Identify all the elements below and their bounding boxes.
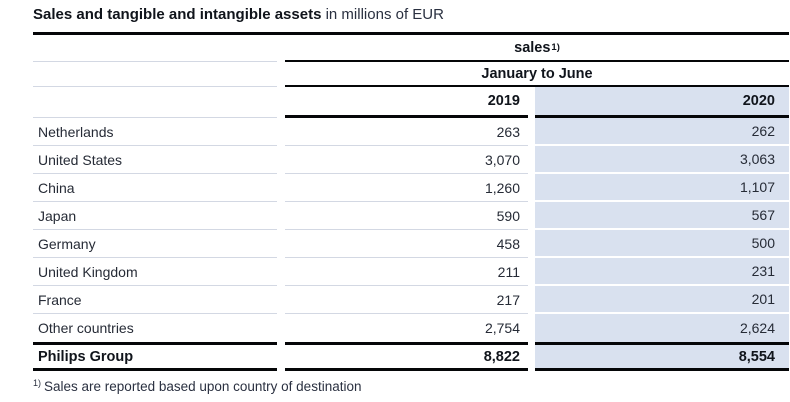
column-gap [277, 174, 285, 202]
column-gap [528, 286, 535, 314]
column-gap [277, 258, 285, 286]
row-label: Japan [33, 202, 277, 230]
table-title-unit: in millions of EUR [321, 6, 444, 23]
column-gap [528, 342, 535, 371]
value-2019: 1,260 [285, 174, 528, 202]
header-empty-cell [33, 35, 277, 62]
column-gap [528, 146, 535, 174]
row-label: United Kingdom [33, 258, 277, 286]
value-2020: 262 [535, 118, 789, 146]
table-row: Other countries 2,754 2,624 [33, 314, 789, 342]
column-gap [528, 202, 535, 230]
value-2019: 2,754 [484, 320, 520, 336]
value-2020: 1,107 [535, 174, 789, 202]
value-2020: 201 [535, 286, 789, 314]
column-gap [277, 202, 285, 230]
table-total-row: Philips Group 8,822 8,554 [33, 342, 789, 371]
table-row: Germany 458 500 [33, 230, 789, 258]
column-header-2020: 2020 [535, 87, 789, 118]
column-gap [528, 118, 535, 146]
column-gap [528, 174, 535, 202]
value-2019: 458 [285, 230, 528, 258]
row-label: China [33, 174, 277, 202]
table-row: Netherlands 263 262 [33, 118, 789, 146]
footnote: 1) Sales are reported based upon country … [33, 377, 789, 394]
table-row: United Kingdom 211 231 [33, 258, 789, 286]
header-empty-cell [33, 87, 277, 118]
column-group-header-label: sales [514, 39, 551, 56]
column-group-header: sales 1) [285, 35, 789, 62]
row-label: United States [33, 146, 277, 174]
value-2019: 3,070 [285, 146, 528, 174]
value-2019: 217 [285, 286, 528, 314]
report-page: Sales and tangible and intangible assets… [33, 5, 789, 394]
column-gap [277, 314, 285, 342]
total-value-2020: 8,554 [535, 342, 789, 371]
column-gap [277, 87, 285, 118]
column-gap [528, 87, 535, 118]
value-2020: 231 [535, 258, 789, 286]
column-gap [528, 230, 535, 258]
column-gap [528, 258, 535, 286]
table-header-period-row: January to June [33, 62, 789, 87]
table-title-main: Sales and tangible and intangible assets [33, 6, 322, 23]
column-gap [277, 62, 285, 87]
header-empty-cell [33, 62, 277, 87]
sales-by-geography-table: sales 1) January to June 2019 2020 Nether… [33, 35, 789, 371]
value-2020: 567 [535, 202, 789, 230]
table-row: China 1,260 1,107 [33, 174, 789, 202]
table-header-group-row: sales 1) [33, 35, 789, 62]
column-gap [277, 146, 285, 174]
value-2020: 500 [535, 230, 789, 258]
total-row-label: Philips Group [33, 342, 277, 371]
value-2020: 3,063 [535, 146, 789, 174]
row-label: Germany [33, 230, 277, 258]
value-2020: 2,624 [535, 314, 789, 342]
column-gap [277, 35, 285, 62]
column-gap [277, 286, 285, 314]
title-rule [33, 32, 789, 35]
value-2019: 211 [285, 258, 528, 286]
table-title: Sales and tangible and intangible assets… [33, 5, 789, 24]
period-header: January to June [285, 62, 789, 87]
value-2019: 590 [285, 202, 528, 230]
row-label: France [33, 286, 277, 314]
total-value-2019: 8,822 [285, 342, 528, 371]
table-row: Japan 590 567 [33, 202, 789, 230]
row-label: Netherlands [33, 118, 277, 146]
column-gap [277, 230, 285, 258]
column-gap [277, 118, 285, 146]
table-header-years-row: 2019 2020 [33, 87, 789, 118]
column-header-2019: 2019 [285, 87, 528, 118]
table-row: United States 3,070 3,063 [33, 146, 789, 174]
table-row: France 217 201 [33, 286, 789, 314]
footnote-ref: 1) [33, 377, 42, 388]
footnote-text: Sales are reported based upon country of… [44, 379, 362, 394]
row-label: Other countries [38, 320, 134, 336]
column-gap [528, 314, 535, 342]
column-gap [277, 342, 285, 371]
value-2019: 263 [285, 118, 528, 146]
